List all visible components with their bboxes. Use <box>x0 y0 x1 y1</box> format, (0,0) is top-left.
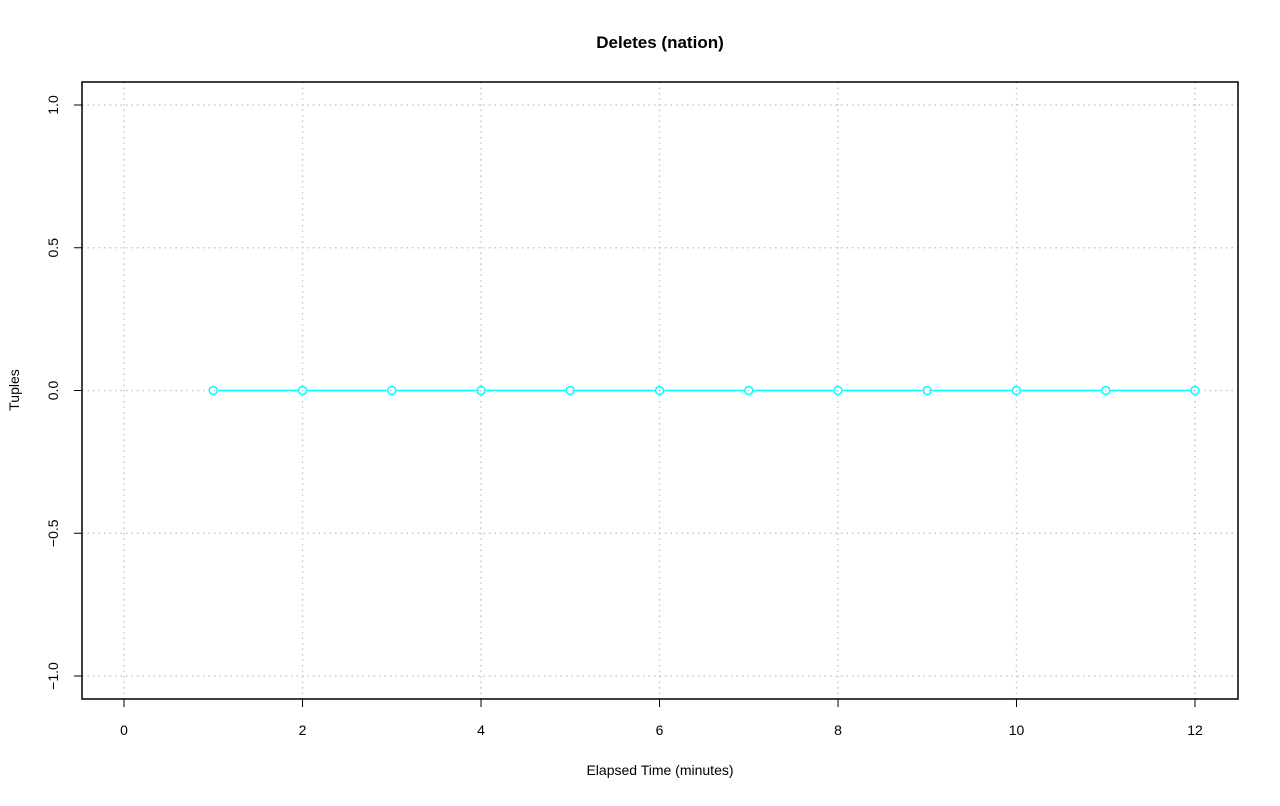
x-tick-label: 12 <box>1187 722 1203 738</box>
data-point <box>565 385 575 396</box>
data-point <box>1011 385 1022 396</box>
x-tick-label: 6 <box>656 722 664 738</box>
data-point <box>476 385 486 396</box>
x-tick-label: 0 <box>120 722 128 738</box>
data-point <box>654 385 665 396</box>
data-point <box>833 385 843 396</box>
y-tick-label: 0.0 <box>45 381 61 401</box>
x-axis-label: Elapsed Time (minutes) <box>586 762 733 778</box>
data-point <box>1101 385 1111 396</box>
x-axis: 0 2 4 6 8 10 12 <box>120 699 1203 738</box>
data-point <box>744 385 754 396</box>
data-point <box>208 385 218 396</box>
series-layer <box>208 385 1200 396</box>
x-tick-label: 8 <box>834 722 842 738</box>
y-tick-label: 0.5 <box>45 238 61 258</box>
y-axis-label: Tuples <box>6 369 22 411</box>
data-point <box>922 385 932 396</box>
chart-title: Deletes (nation) <box>596 33 724 52</box>
y-axis: −1.0 −0.5 0.0 0.5 1.0 <box>45 95 82 690</box>
y-tick-label: 1.0 <box>45 95 61 115</box>
data-point <box>297 385 308 396</box>
x-tick-label: 2 <box>299 722 307 738</box>
x-tick-label: 10 <box>1009 722 1025 738</box>
data-point <box>1190 385 1200 396</box>
y-tick-label: −1.0 <box>45 662 61 690</box>
data-point <box>387 385 397 396</box>
y-tick-label: −0.5 <box>45 519 61 547</box>
x-tick-label: 4 <box>477 722 485 738</box>
